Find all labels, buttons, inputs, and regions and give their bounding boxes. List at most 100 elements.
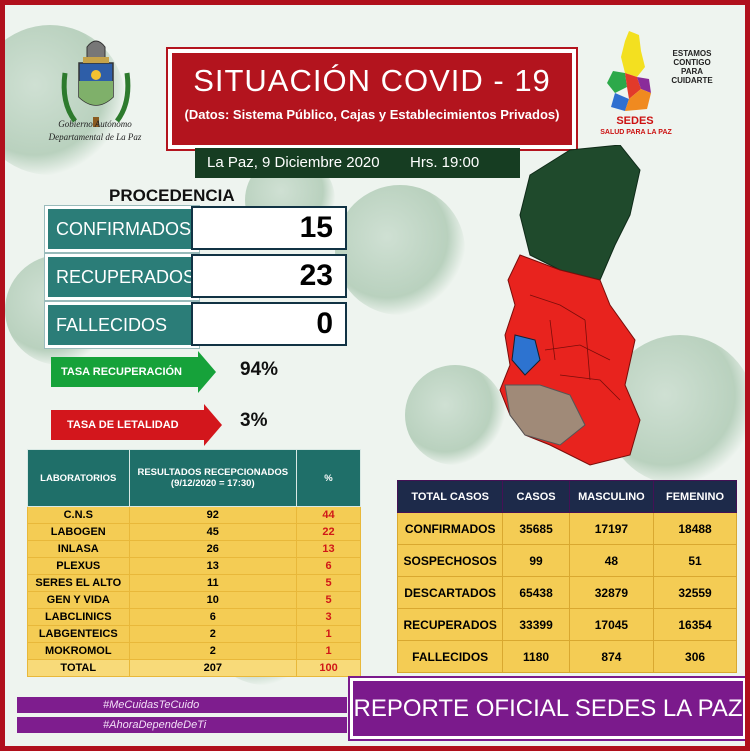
totals-casos: 1180: [502, 640, 570, 673]
official-report-banner: REPORTE OFICIAL SEDES LA PAZ: [350, 678, 745, 739]
recuperados-label: RECUPERADOS: [45, 254, 199, 300]
date-bar: La Paz, 9 Diciembre 2020 Hrs. 19:00: [195, 148, 520, 178]
lab-name: PLEXUS: [27, 557, 130, 575]
lab-pct: 5: [296, 591, 361, 609]
lab-pct: 22: [296, 523, 361, 541]
table-row: SERES EL ALTO 11 5: [27, 574, 361, 592]
lab-name: LABGENTEICS: [27, 625, 130, 643]
lab-name: LABOGEN: [27, 523, 130, 541]
totals-masculino: 17197: [568, 512, 655, 545]
title-box: SITUACIÓN COVID - 19 (Datos: Sistema Púb…: [168, 49, 576, 149]
totals-label: RECUPERADOS: [396, 608, 504, 641]
virus-decoration: [405, 365, 505, 465]
totals-label: FALLECIDOS: [396, 640, 504, 673]
recuperados-number: 23: [299, 259, 333, 292]
totals-casos: 35685: [502, 512, 570, 545]
table-row: RECUPERADOS 33399 17045 16354: [396, 608, 737, 641]
lab-total-results: 207: [128, 659, 298, 677]
lab-results: 2: [128, 625, 298, 643]
crest-caption-line1: Gobierno Autónomo: [58, 119, 132, 129]
table-total-row: TOTAL 207 100: [27, 659, 361, 677]
totals-header-label: TOTAL CASOS: [396, 480, 504, 513]
table-row: LABGENTEICS 2 1: [27, 625, 361, 643]
sedes-logo: [607, 31, 651, 111]
procedencia-heading: PROCEDENCIA: [109, 186, 235, 205]
totals-femenino: 306: [653, 640, 737, 673]
lab-pct: 13: [296, 540, 361, 558]
table-row: DESCARTADOS 65438 32879 32559: [396, 576, 737, 609]
totals-masculino: 32879: [568, 576, 655, 609]
lab-results: 2: [128, 642, 298, 660]
lab-pct: 1: [296, 642, 361, 660]
table-row: C.N.S 92 44: [27, 506, 361, 524]
virus-decoration: [335, 185, 465, 315]
sedes-slogan-line4: CUIDARTE: [671, 76, 713, 85]
table-row: MOKROMOL 2 1: [27, 642, 361, 660]
fallecidos-label: FALLECIDOS: [45, 302, 199, 348]
sedes-slogan-line3: PARA: [680, 67, 704, 76]
table-row: CONFIRMADOS 35685 17197 18488: [396, 512, 737, 545]
lab-results: 10: [128, 591, 298, 609]
hashtag-ahoradepende: #AhoraDependeDeTi: [17, 717, 347, 733]
laboratorios-table: LABORATORIOS RESULTADOS RECEPCIONADOS (9…: [27, 449, 361, 677]
lab-name: SERES EL ALTO: [27, 574, 130, 592]
report-date: La Paz, 9 Diciembre 2020: [207, 154, 380, 171]
confirmados-value: 15: [191, 206, 347, 250]
gobernacion-crest-logo: [61, 40, 131, 127]
sedes-slogan-line1: ESTAMOS: [672, 49, 712, 58]
table-row: LABOGEN 45 22: [27, 523, 361, 541]
lab-name: MOKROMOL: [27, 642, 130, 660]
tasa-letalidad-value: 3%: [240, 410, 268, 431]
lab-name: INLASA: [27, 540, 130, 558]
lab-header-results-date: (9/12/2020 = 17:30): [170, 478, 255, 489]
totals-header-casos: CASOS: [502, 480, 570, 513]
totals-label: SOSPECHOSOS: [396, 544, 504, 577]
tasa-letalidad-label: TASA DE LETALIDAD: [51, 404, 222, 446]
lab-header-results: RESULTADOS RECEPCIONADOS (9/12/2020 = 17…: [128, 449, 298, 507]
totals-masculino: 17045: [568, 608, 655, 641]
page-subtitle: (Datos: Sistema Público, Cajas y Estable…: [184, 107, 560, 122]
total-casos-table-wrap: TOTAL CASOS CASOS MASCULINO FEMENINO CON…: [396, 480, 737, 673]
lab-results: 45: [128, 523, 298, 541]
sedes-tagline: SALUD PARA LA PAZ: [600, 129, 672, 136]
table-row: PLEXUS 13 6: [27, 557, 361, 575]
lab-results: 13: [128, 557, 298, 575]
totals-masculino: 874: [568, 640, 655, 673]
sedes-slogan: ESTAMOS CONTIGO PARA CUIDARTE: [652, 49, 732, 85]
lab-pct: 44: [296, 506, 361, 524]
totals-femenino: 51: [653, 544, 737, 577]
totals-casos: 33399: [502, 608, 570, 641]
lab-total-label: TOTAL: [27, 659, 130, 677]
sedes-slogan-line2: CONTIGO: [673, 58, 711, 67]
lab-name: C.N.S: [27, 506, 130, 524]
lab-results: 26: [128, 540, 298, 558]
recuperados-value: 23: [191, 254, 347, 298]
crest-caption-line2: Departamental de La Paz: [48, 132, 142, 142]
table-row: INLASA 26 13: [27, 540, 361, 558]
lab-pct: 6: [296, 557, 361, 575]
report-time: Hrs. 19:00: [410, 154, 480, 171]
crest-caption: Gobierno Autónomo Departamental de La Pa…: [35, 118, 155, 144]
totals-masculino: 48: [568, 544, 655, 577]
totals-label: DESCARTADOS: [396, 576, 504, 609]
lab-pct: 5: [296, 574, 361, 592]
totals-femenino: 16354: [653, 608, 737, 641]
totals-casos: 65438: [502, 576, 570, 609]
lab-header-results-title: RESULTADOS RECEPCIONADOS: [137, 467, 289, 478]
totals-casos: 99: [502, 544, 570, 577]
totals-header-femenino: FEMENINO: [653, 480, 737, 513]
lab-total-pct: 100: [296, 659, 361, 677]
total-casos-table: TOTAL CASOS CASOS MASCULINO FEMENINO CON…: [396, 480, 737, 673]
hashtag-mecuidas: #MeCuidasTeCuido: [17, 697, 347, 713]
lab-header-pct: %: [296, 449, 361, 507]
la-paz-department-map: [499, 145, 641, 466]
lab-results: 6: [128, 608, 298, 626]
sedes-name: SEDES: [616, 115, 654, 127]
fallecidos-number: 0: [316, 307, 333, 340]
lab-pct: 1: [296, 625, 361, 643]
table-row: GEN Y VIDA 10 5: [27, 591, 361, 609]
confirmados-number: 15: [299, 211, 333, 244]
fallecidos-value: 0: [191, 302, 347, 346]
lab-name: LABCLINICS: [27, 608, 130, 626]
